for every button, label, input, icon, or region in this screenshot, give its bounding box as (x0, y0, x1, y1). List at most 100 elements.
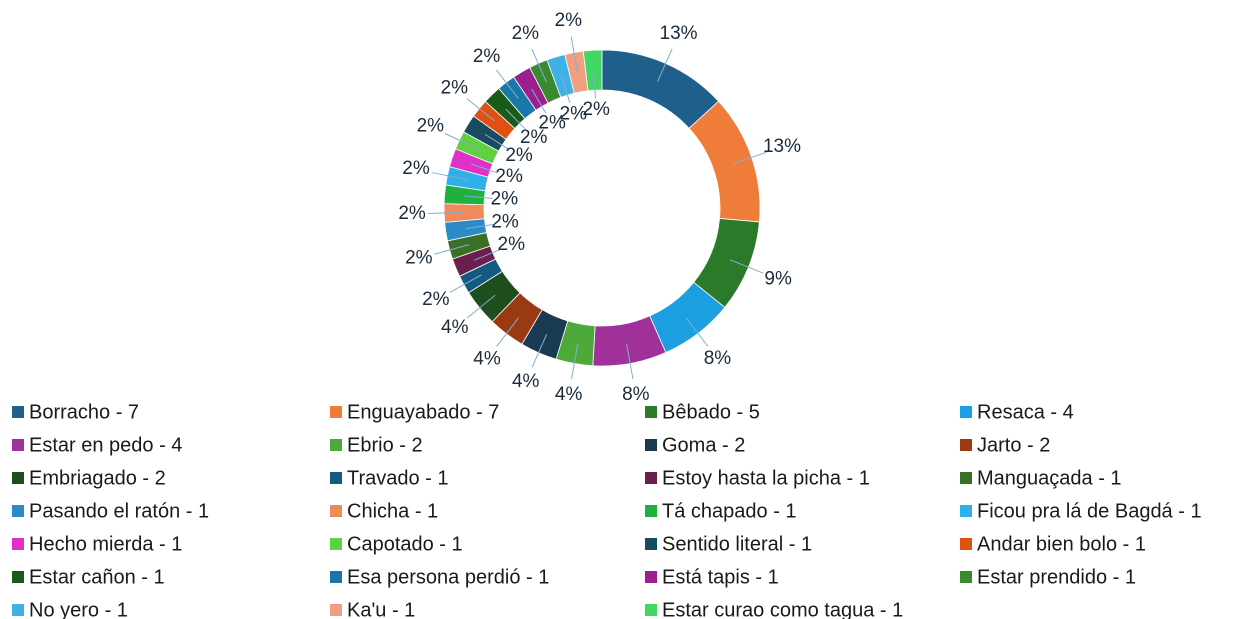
data-label: 9% (764, 268, 792, 289)
legend-swatch (645, 571, 657, 583)
data-label: 4% (441, 317, 469, 338)
legend-swatch (330, 571, 342, 583)
data-label: 2% (495, 166, 523, 187)
legend-label: Embriagado - 2 (29, 467, 166, 489)
data-label: 4% (473, 348, 501, 369)
legend-swatch (960, 505, 972, 517)
leader-line (657, 48, 673, 82)
leader-line (732, 151, 767, 165)
data-label: 13% (660, 23, 698, 44)
leader-line (471, 163, 498, 174)
legend-label: Pasando el ratón - 1 (29, 500, 209, 522)
legend-swatch (645, 538, 657, 550)
donut-slice (582, 49, 603, 92)
legend-swatch (330, 538, 342, 550)
leader-line (428, 211, 465, 214)
leader-line (531, 48, 547, 82)
leader-line (431, 171, 468, 181)
data-label: 2% (473, 46, 501, 67)
leader-line (449, 274, 482, 293)
legend-swatch (330, 604, 342, 616)
legend-label: Resaca - 4 (977, 401, 1074, 423)
leader-line (570, 36, 579, 73)
leader-line (495, 69, 519, 99)
legend-label: Esa persona perdió - 1 (347, 566, 549, 588)
leader-line (496, 317, 519, 347)
data-label: 2% (538, 113, 566, 134)
leader-line (531, 88, 547, 114)
leader-line (626, 343, 634, 380)
leader-line (531, 334, 548, 368)
legend-swatch (12, 604, 24, 616)
legend-swatch (12, 571, 24, 583)
legend-label: Manguaçada - 1 (977, 467, 1122, 489)
legend-label: Ebrio - 2 (347, 434, 423, 456)
legend-swatch (645, 406, 657, 418)
legend-label: Travado - 1 (347, 467, 449, 489)
legend-swatch (960, 538, 972, 550)
legend-swatch (960, 439, 972, 451)
donut-slice (688, 100, 761, 223)
legend-label: No yero - 1 (29, 599, 128, 619)
donut-slice (601, 49, 720, 129)
leader-line (729, 259, 764, 274)
data-label: 2% (422, 289, 450, 310)
leader-line (593, 70, 596, 99)
leader-line (466, 98, 496, 122)
legend-swatch (645, 439, 657, 451)
leader-line (434, 244, 470, 255)
data-label: 8% (622, 384, 650, 405)
data-label: 2% (560, 103, 588, 124)
legend-swatch (12, 472, 24, 484)
legend-label: Capotado - 1 (347, 533, 463, 555)
leader-line (444, 132, 478, 150)
legend-label: Estoy hasta la picha - 1 (662, 467, 870, 489)
legend-swatch (12, 439, 24, 451)
legend-swatch (12, 505, 24, 517)
legend-label: Estar cañon - 1 (29, 566, 165, 588)
data-label: 2% (505, 145, 533, 166)
legend-label: Ka'u - 1 (347, 599, 415, 619)
data-label: 2% (555, 10, 583, 31)
legend-label: Sentido literal - 1 (662, 533, 812, 555)
data-label: 2% (402, 158, 430, 179)
leader-line (464, 195, 493, 199)
legend-swatch (645, 472, 657, 484)
leader-line (466, 294, 496, 319)
legend-label: Está tapis - 1 (662, 566, 779, 588)
legend-swatch (12, 538, 24, 550)
legend-swatch (645, 604, 657, 616)
legend-label: Borracho - 7 (29, 401, 139, 423)
legend-swatch (960, 406, 972, 418)
data-label: 2% (417, 116, 445, 137)
leader-line (505, 108, 526, 130)
legend-swatch (12, 406, 24, 418)
data-label: 8% (704, 348, 732, 369)
leader-line (685, 317, 709, 347)
leader-line (474, 249, 501, 261)
data-label: 4% (555, 384, 583, 405)
data-label: 2% (582, 99, 610, 120)
data-label: 2% (491, 212, 519, 233)
legend-label: Hecho mierda - 1 (29, 533, 182, 555)
legend-label: Chicha - 1 (347, 500, 438, 522)
leader-line (561, 75, 571, 103)
legend-swatch (960, 571, 972, 583)
legend-label: Enguayabado - 7 (347, 401, 499, 423)
legend-label: Goma - 2 (662, 434, 745, 456)
legend-label: Estar curao como tagua - 1 (662, 599, 903, 619)
data-label: 2% (512, 23, 540, 44)
leader-line (570, 343, 579, 380)
legend-swatch (960, 472, 972, 484)
legend-label: Andar bien bolo - 1 (977, 533, 1146, 555)
data-label: 2% (520, 127, 548, 148)
leader-line (484, 134, 510, 150)
legend-swatch (330, 505, 342, 517)
data-label: 2% (491, 188, 519, 209)
legend-label: Jarto - 2 (977, 434, 1050, 456)
legend-swatch (330, 472, 342, 484)
legend-swatch (330, 439, 342, 451)
data-label: 13% (763, 136, 801, 157)
legend-swatch (330, 406, 342, 418)
